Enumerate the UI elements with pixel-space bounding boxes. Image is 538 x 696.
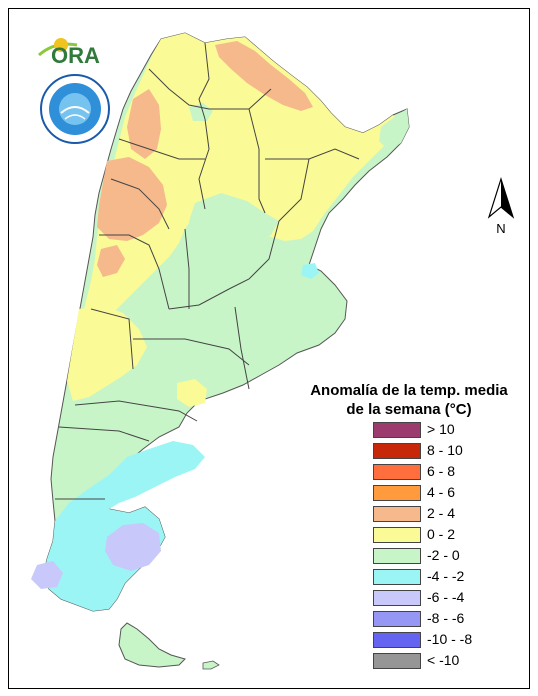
argentina-anomaly-map <box>31 32 410 670</box>
legend-swatch <box>373 590 421 606</box>
legend-range-label: 4 - 6 <box>427 484 456 500</box>
legend-title: Anomalía de la temp. media de la semana … <box>289 381 529 419</box>
legend-item: -10 - -8 <box>373 630 493 651</box>
legend-item: 4 - 6 <box>373 483 493 504</box>
legend-item: 0 - 2 <box>373 525 493 546</box>
ora-sun <box>54 38 68 52</box>
legend-swatch <box>373 443 421 459</box>
legend-item: 6 - 8 <box>373 462 493 483</box>
region-colder-west <box>31 561 63 589</box>
legend-swatch <box>373 506 421 522</box>
smn-seal-logo <box>39 73 111 145</box>
legend-swatch <box>373 632 421 648</box>
region-cool-center <box>189 193 279 259</box>
legend-range-label: 0 - 2 <box>427 526 456 542</box>
legend-item: -6 - -4 <box>373 588 493 609</box>
ora-text: ORA <box>51 43 100 68</box>
legend-range-label: 6 - 8 <box>427 463 456 479</box>
legend-range-label: -6 - -4 <box>427 589 465 605</box>
region-tierra-del-fuego <box>118 622 186 668</box>
legend-range-label: -2 - 0 <box>427 547 460 563</box>
legend-range-label: 8 - 10 <box>427 442 463 458</box>
legend-range-label: < -10 <box>427 652 460 668</box>
legend-range-label: -10 - -8 <box>427 631 473 647</box>
north-arrow: N <box>481 177 521 241</box>
legend-item: > 10 <box>373 420 493 441</box>
legend-range-label: 2 - 4 <box>427 505 456 521</box>
region-mild-center <box>177 379 207 407</box>
legend-item: < -10 <box>373 651 493 672</box>
legend-item: -8 - -6 <box>373 609 493 630</box>
legend-swatch <box>373 422 421 438</box>
region-mild-north <box>81 33 401 339</box>
region-cool-misiones <box>379 109 409 151</box>
legend-swatch <box>373 527 421 543</box>
legend-item: 2 - 4 <box>373 504 493 525</box>
legend-swatch <box>373 611 421 627</box>
legend-title-line2: de la semana (°C) <box>346 401 472 418</box>
legend-range-label: -4 - -2 <box>427 568 465 584</box>
region-colder-east <box>105 523 161 571</box>
legend-swatch <box>373 569 421 585</box>
legend-swatch <box>373 653 421 669</box>
region-warm-west <box>97 245 125 277</box>
province-borders <box>55 42 360 500</box>
region-warm-northeast <box>215 41 313 111</box>
region-cold-coast <box>301 263 319 279</box>
legend-range-label: -8 - -6 <box>427 610 465 626</box>
legend-swatch <box>373 485 421 501</box>
north-label: N <box>496 221 506 236</box>
ora-logo: ORA <box>37 31 117 71</box>
legend: > 10 8 - 10 6 - 8 4 - 6 2 - 4 0 - 2 -2 - 0 -4 -… <box>373 420 493 672</box>
legend-item: -4 - -2 <box>373 567 493 588</box>
legend-range-label: > 10 <box>427 421 455 437</box>
legend-swatch <box>373 464 421 480</box>
legend-swatch <box>373 548 421 564</box>
map-frame: ORA N Anomalía de la temp. media de la s… <box>8 8 530 689</box>
legend-item: -2 - 0 <box>373 546 493 567</box>
legend-title-line1: Anomalía de la temp. media <box>310 382 508 399</box>
legend-item: 8 - 10 <box>373 441 493 462</box>
region-cool-north <box>189 103 213 121</box>
region-warm-northwest <box>97 157 167 241</box>
region-mild-west <box>67 305 147 401</box>
region-warm-northwest-top <box>127 89 161 159</box>
islands <box>202 660 220 670</box>
